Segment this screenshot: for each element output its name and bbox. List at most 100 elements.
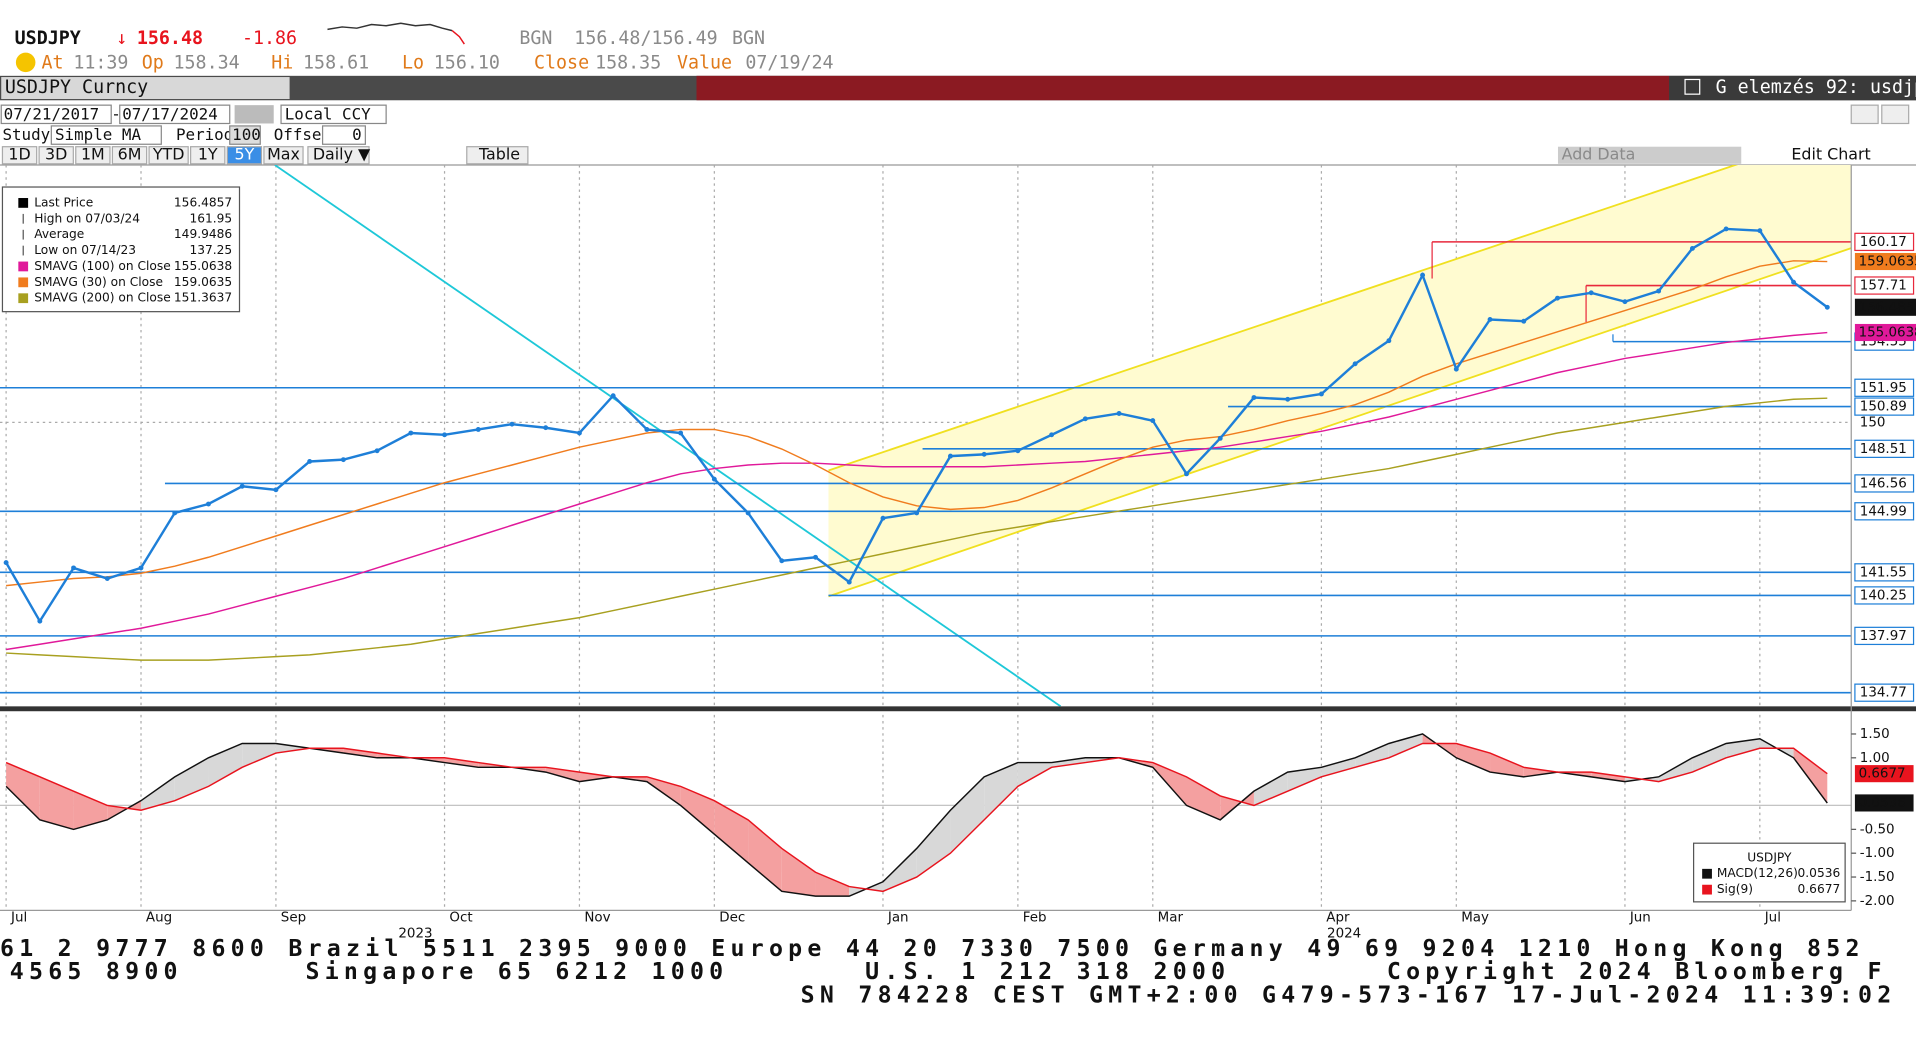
x-tick-label: Mar — [1158, 911, 1184, 926]
legend-name: SMAVG (100) on Close — [34, 259, 171, 273]
range-button[interactable] — [111, 146, 148, 165]
price-point — [138, 565, 144, 571]
macd-fill — [1523, 767, 1558, 777]
undo[interactable] — [1850, 104, 1879, 125]
macd-fill — [748, 819, 782, 892]
add-data-field[interactable] — [1557, 146, 1742, 164]
price-point — [1251, 395, 1257, 400]
price-point — [1487, 316, 1493, 322]
value-box — [1854, 323, 1916, 342]
value-label: 156.4857 — [1859, 300, 1916, 315]
price-point — [880, 515, 886, 521]
price-point — [745, 510, 751, 516]
macd-fill — [6, 762, 40, 820]
value-box — [1854, 252, 1916, 271]
nav-buttons[interactable] — [234, 105, 274, 124]
range-label: YTD — [152, 145, 185, 164]
plot — [3, 226, 1830, 661]
price-point — [1656, 288, 1662, 294]
macd-fill — [1152, 762, 1187, 806]
price-point — [374, 448, 380, 454]
time: 11:39 — [73, 53, 128, 74]
range-button[interactable] — [75, 146, 111, 165]
range-button[interactable] — [38, 146, 74, 165]
level-box — [1854, 378, 1915, 397]
date-field[interactable] — [119, 104, 231, 125]
range-button[interactable] — [226, 146, 263, 165]
range-button[interactable] — [148, 146, 189, 165]
end-date: 07/17/2024 — [122, 104, 218, 123]
offset-field[interactable] — [321, 125, 366, 145]
macd-fill — [781, 848, 816, 897]
level-label: 151.95 — [1860, 381, 1907, 396]
label: Value — [677, 53, 732, 74]
value-date: 07/19/24 — [745, 53, 833, 74]
range-button[interactable] — [263, 146, 304, 165]
range-button[interactable] — [1, 146, 38, 165]
macd-fill — [242, 743, 276, 768]
launch-bar[interactable] — [1669, 75, 1916, 101]
price-point — [1588, 290, 1594, 296]
edit-chart[interactable]: Edit Chart — [1791, 145, 1870, 164]
x-tick-label: Jul — [1764, 911, 1781, 926]
level-label: 157.71 — [1860, 279, 1907, 294]
date-field[interactable] — [0, 104, 112, 125]
table: Table — [478, 145, 520, 164]
period-field[interactable] — [229, 125, 261, 145]
price-point — [1386, 338, 1392, 344]
price-point — [543, 425, 549, 431]
y-tick-label: -1.50 — [1860, 870, 1895, 885]
footer-line: 61 2 9777 8600 Brazil 5511 2395 9000 Eur… — [0, 935, 1865, 962]
price-point — [813, 554, 818, 560]
macd-fill — [680, 786, 715, 835]
legend-name: Sig(9) — [1717, 882, 1753, 896]
currency-field[interactable] — [280, 104, 387, 125]
legend-swatch — [18, 277, 29, 288]
macd-fill — [73, 791, 108, 830]
security-field[interactable] — [1, 77, 290, 100]
study-field[interactable] — [50, 125, 162, 145]
level-box — [1854, 397, 1915, 416]
year-label: 2024 — [1327, 927, 1361, 942]
range-label: 1M — [81, 145, 105, 164]
macd-legend-box — [1692, 842, 1846, 903]
legend-swatch — [18, 293, 29, 304]
range-label: 5Y — [234, 145, 254, 164]
frequency-field[interactable] — [307, 146, 370, 165]
price-point — [442, 432, 447, 438]
legend-value: 137.25 — [189, 243, 232, 257]
price-point — [1521, 318, 1527, 324]
macd-fill — [950, 776, 985, 854]
panel-divider — [0, 706, 1916, 712]
price-point — [1318, 391, 1324, 397]
legend-swatch — [18, 198, 29, 208]
price-point — [779, 558, 785, 564]
price-point — [1689, 246, 1695, 251]
level-box — [1854, 626, 1915, 646]
range-button[interactable] — [190, 146, 226, 165]
level-box — [1854, 563, 1915, 582]
redo[interactable] — [1881, 104, 1910, 125]
price-point — [1453, 366, 1459, 372]
range-label: 1D — [8, 145, 30, 164]
footer-line: SN 784228 CEST GMT+2:00 G479-573-167 17-… — [801, 981, 1897, 1008]
alert-icon[interactable] — [15, 52, 36, 73]
add-data: Add Data — [1562, 145, 1636, 164]
table-button[interactable] — [466, 146, 529, 165]
range-buttons: 1D 3D 1M 6M YTD 1Y 5Y Max — [1, 145, 304, 165]
price-point — [104, 576, 110, 582]
level-label: 150.89 — [1860, 400, 1907, 415]
ma-line — [6, 397, 1828, 661]
macd-fill — [1490, 753, 1524, 777]
macd-fill — [208, 743, 243, 787]
macd-fill — [39, 776, 74, 830]
price-point — [1150, 418, 1156, 424]
macd-fill — [916, 810, 951, 878]
level-box — [1854, 439, 1915, 458]
macd-fill — [275, 743, 310, 754]
footer-text: U.S. 1 212 318 2000 — [865, 958, 1230, 985]
price-point — [206, 501, 211, 507]
price-point — [509, 421, 515, 427]
price-point — [576, 430, 582, 436]
macd-fill — [545, 767, 580, 782]
